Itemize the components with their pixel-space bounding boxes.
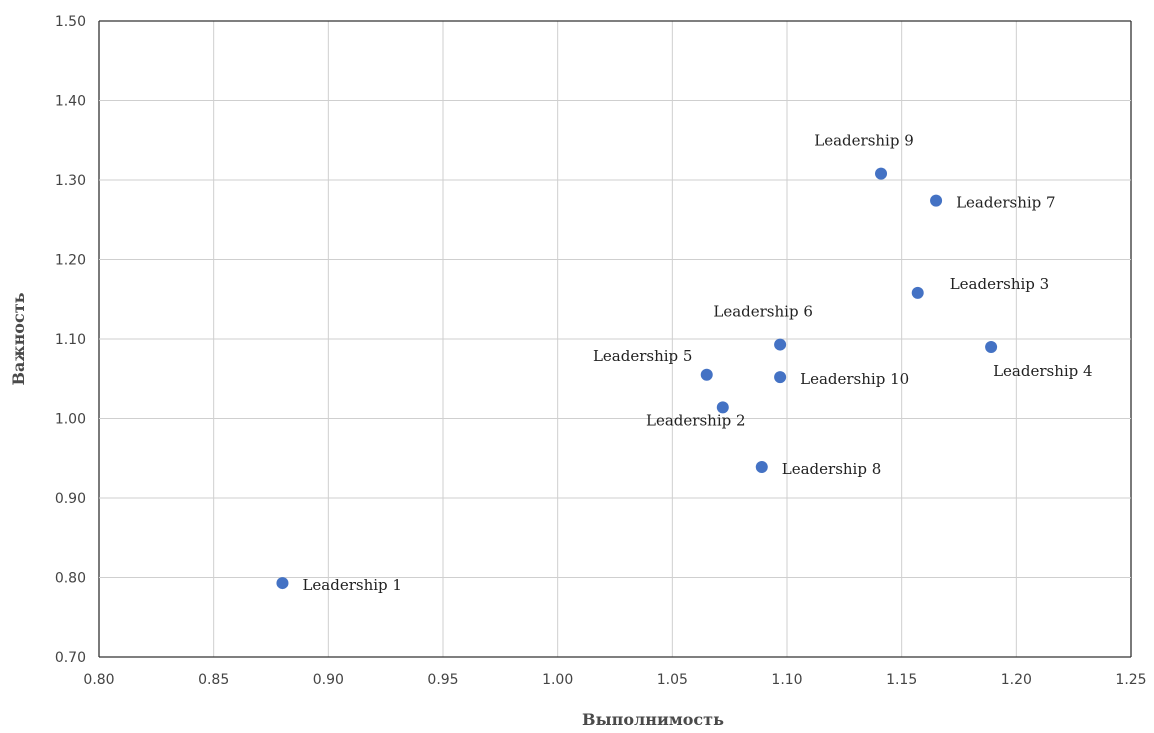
- x-tick-label: 0.95: [427, 672, 458, 688]
- y-tick-label: 1.40: [55, 94, 86, 110]
- x-tick-label: 0.85: [198, 672, 229, 688]
- point-label: Leadership 10: [800, 370, 909, 388]
- x-axis-title: Выполнимость: [582, 710, 724, 729]
- data-point: [774, 371, 787, 384]
- point-label: Leadership 5: [593, 347, 693, 365]
- y-tick-label: 0.80: [55, 571, 86, 587]
- point-label: Leadership 2: [646, 411, 746, 429]
- point-label: Leadership 8: [782, 460, 882, 478]
- data-point: [755, 460, 768, 473]
- data-points: [276, 167, 998, 590]
- y-tick-label: 1.20: [55, 253, 86, 269]
- data-point: [276, 577, 289, 590]
- y-tick-label: 0.70: [55, 650, 86, 666]
- tick-labels: 0.80 0.85 0.90 0.95 1.00 1.05 1.10 1.15 1.20 1.25…: [55, 14, 1147, 688]
- y-axis-title: Важность: [9, 292, 28, 385]
- point-label: Leadership 6: [713, 303, 813, 321]
- point-label: Leadership 7: [956, 194, 1056, 212]
- x-tick-label: 0.80: [83, 672, 114, 688]
- x-tick-label: 1.25: [1115, 672, 1146, 688]
- point-label: Leadership 1: [302, 576, 402, 594]
- x-tick-label: 1.05: [657, 672, 688, 688]
- x-tick-label: 1.10: [771, 672, 802, 688]
- data-point: [875, 167, 888, 180]
- point-label: Leadership 3: [950, 275, 1050, 293]
- data-point: [911, 286, 924, 299]
- point-label: Leadership 9: [814, 132, 914, 150]
- y-tick-label: 1.30: [55, 173, 86, 189]
- point-label: Leadership 4: [993, 362, 1093, 380]
- x-tick-label: 1.20: [1001, 672, 1032, 688]
- data-point: [774, 338, 787, 351]
- data-point: [985, 340, 998, 353]
- y-tick-label: 1.50: [55, 14, 86, 30]
- y-tick-label: 1.00: [55, 412, 86, 428]
- data-point: [700, 368, 713, 381]
- point-labels: Leadership 1 Leadership 2 Leadership 3 Lead…: [302, 132, 1092, 594]
- y-tick-label: 1.10: [55, 332, 86, 348]
- x-tick-label: 1.15: [886, 672, 917, 688]
- data-point: [716, 401, 729, 414]
- y-tick-label: 0.90: [55, 491, 86, 507]
- grid-lines: [98, 20, 1132, 658]
- data-point: [930, 194, 943, 207]
- x-tick-label: 0.90: [313, 672, 344, 688]
- x-tick-label: 1.00: [542, 672, 573, 688]
